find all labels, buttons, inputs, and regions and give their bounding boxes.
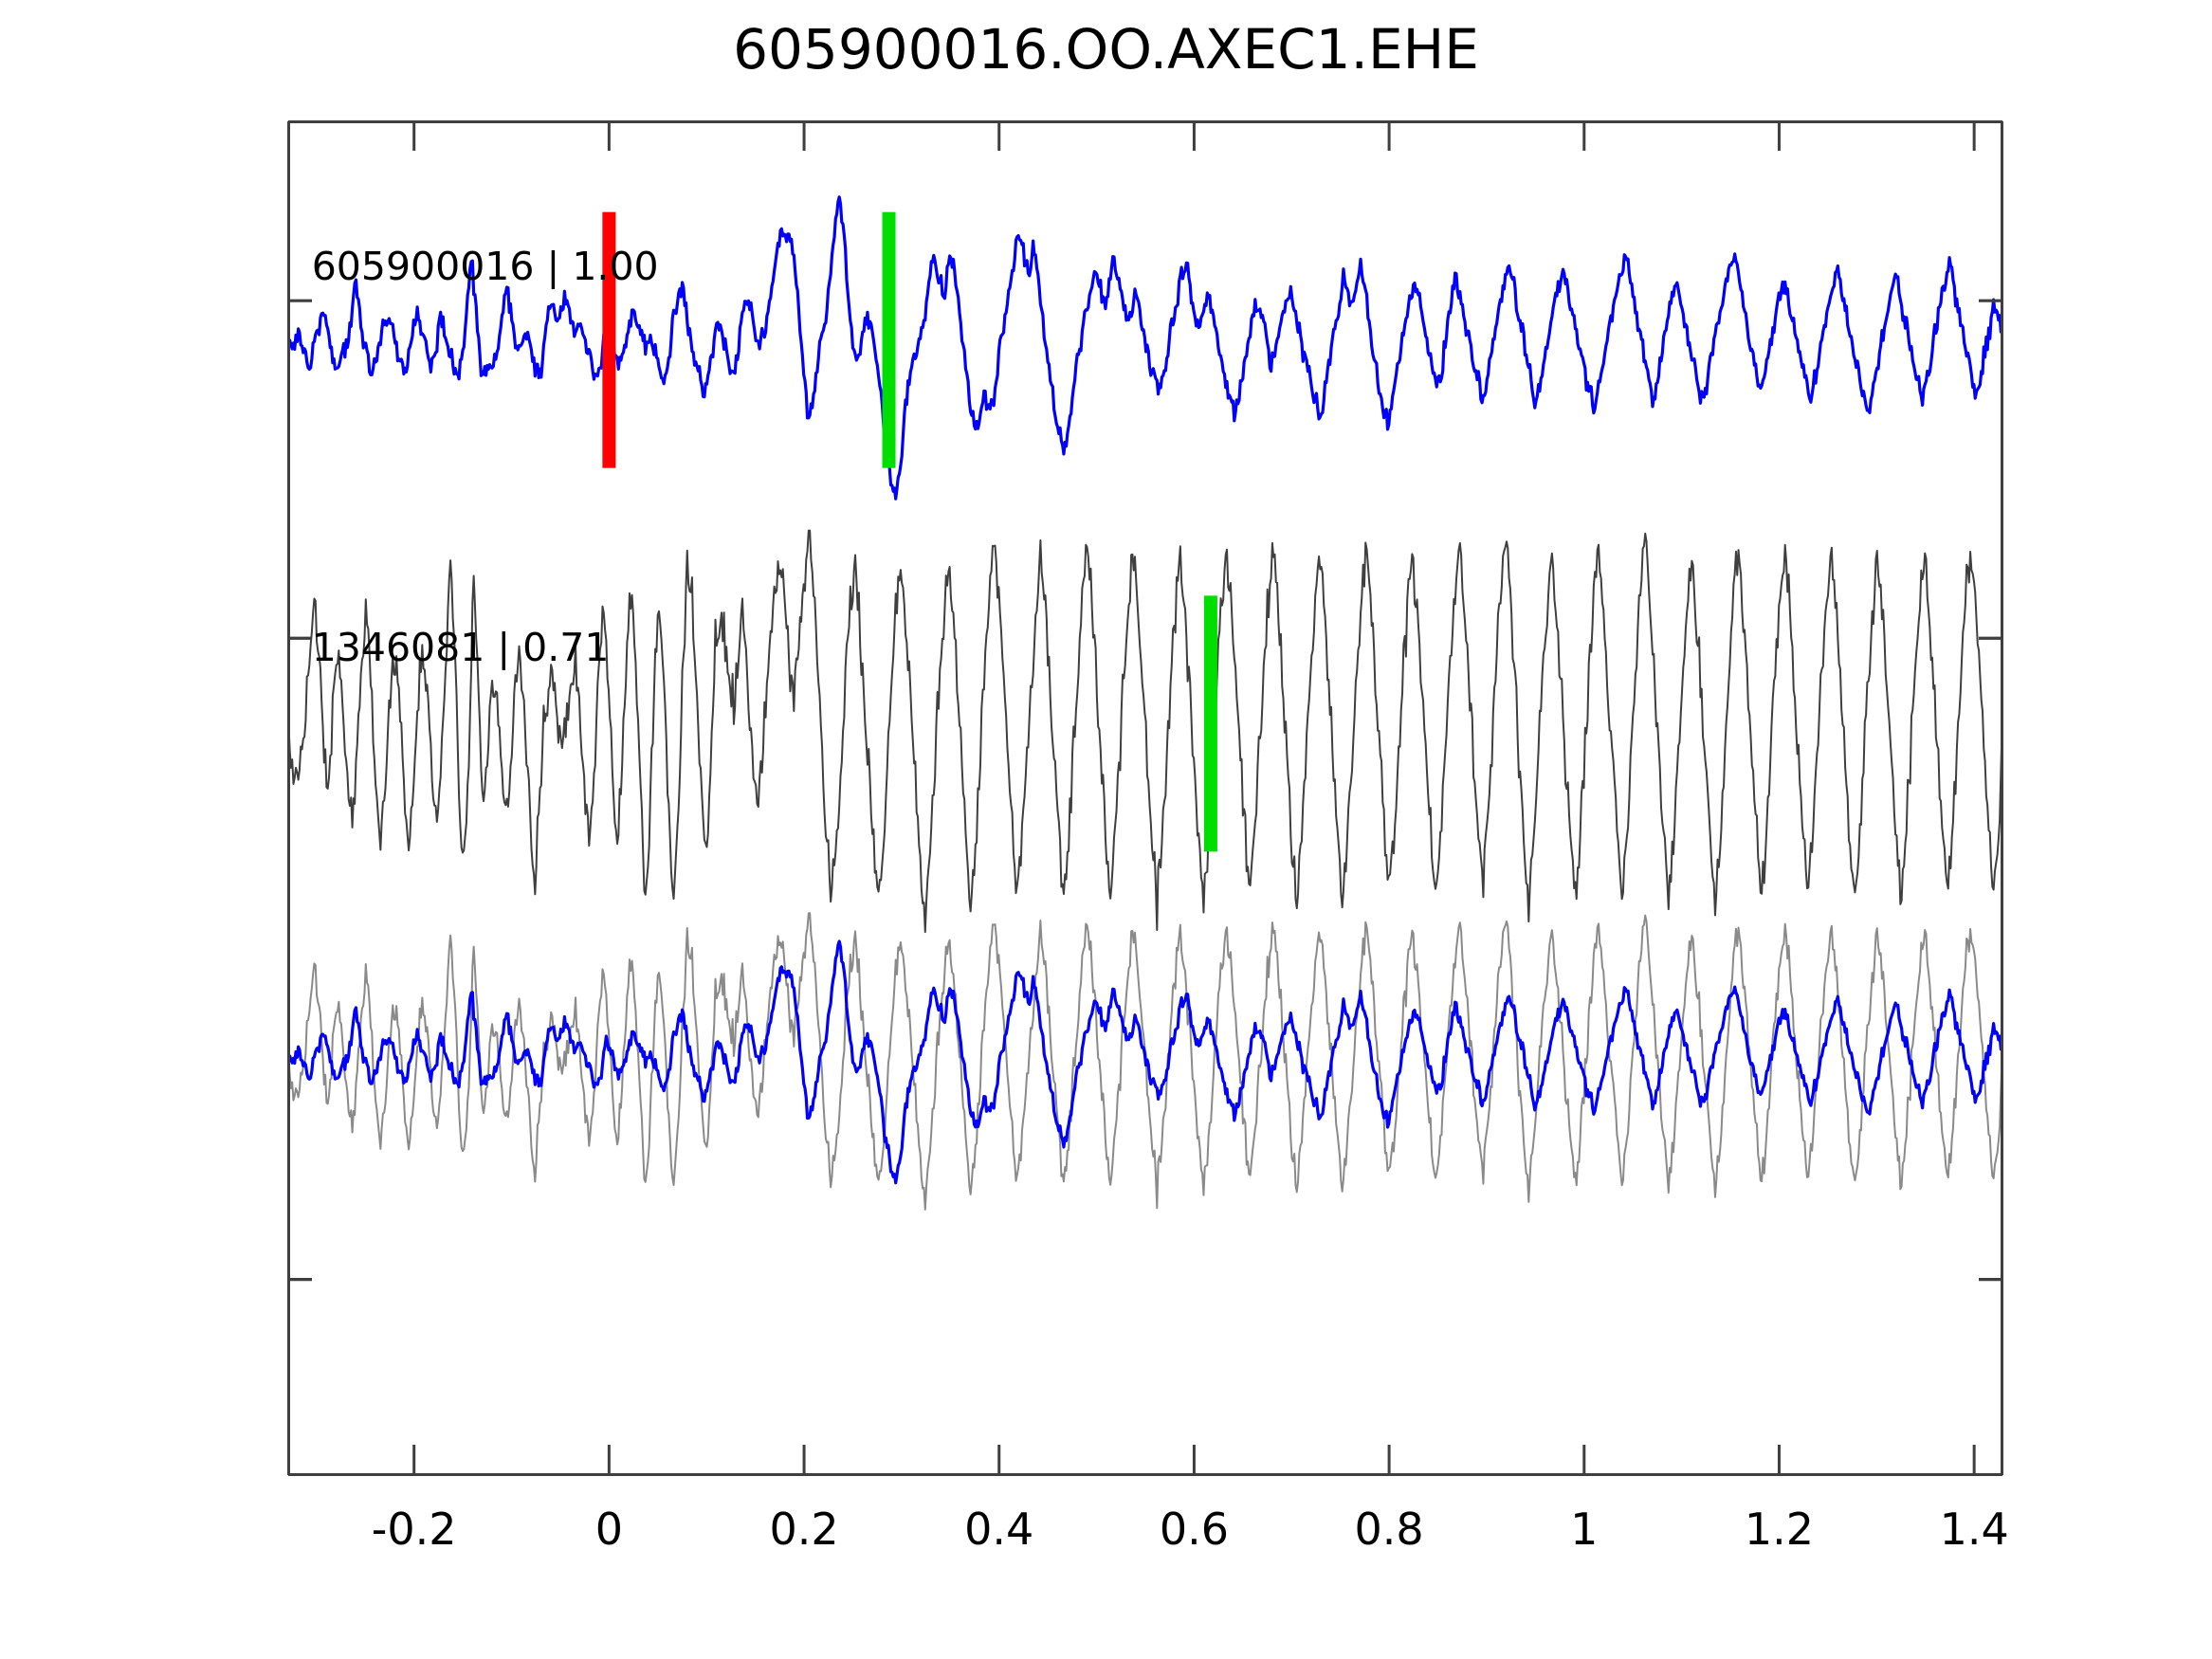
x-tick-label: -0.2 [371, 1504, 457, 1555]
x-tick-label: 1 [1570, 1504, 1599, 1555]
waveform-path [287, 939, 2003, 1185]
pick-green-marker [1203, 595, 1217, 852]
trace-label-detection: 1346081 | 0.71 [311, 625, 610, 671]
axis-frame [287, 120, 2003, 1476]
x-tick-label: 0 [594, 1504, 624, 1555]
x-tick-label: 0.4 [964, 1504, 1034, 1555]
chart-title: 605900016.OO.AXEC1.EHE [733, 17, 1479, 82]
pick-red-marker [602, 211, 616, 468]
x-tick-label: 0.6 [1159, 1504, 1229, 1555]
plot-area: 605900016 | 1.00 1346081 | 0.71 [287, 120, 2003, 1476]
plot-svg [287, 120, 2003, 1476]
x-axis-tick-labels: -0.2 0 0.2 0.4 0.6 0.8 1 1.2 1.4 [287, 1504, 2009, 1570]
pick-green-marker [882, 211, 896, 468]
x-tick-label: 1.4 [1939, 1504, 2009, 1555]
x-tick-label: 0.8 [1354, 1504, 1424, 1555]
trace-label-template: 605900016 | 1.00 [311, 243, 659, 289]
waveform-path [287, 195, 2003, 501]
x-tick-label: 1.2 [1744, 1504, 1815, 1555]
markers-group [602, 211, 1217, 852]
x-tick-label: 0.2 [769, 1504, 839, 1555]
waveform-path [287, 529, 2003, 934]
traces-group [287, 195, 2003, 1211]
